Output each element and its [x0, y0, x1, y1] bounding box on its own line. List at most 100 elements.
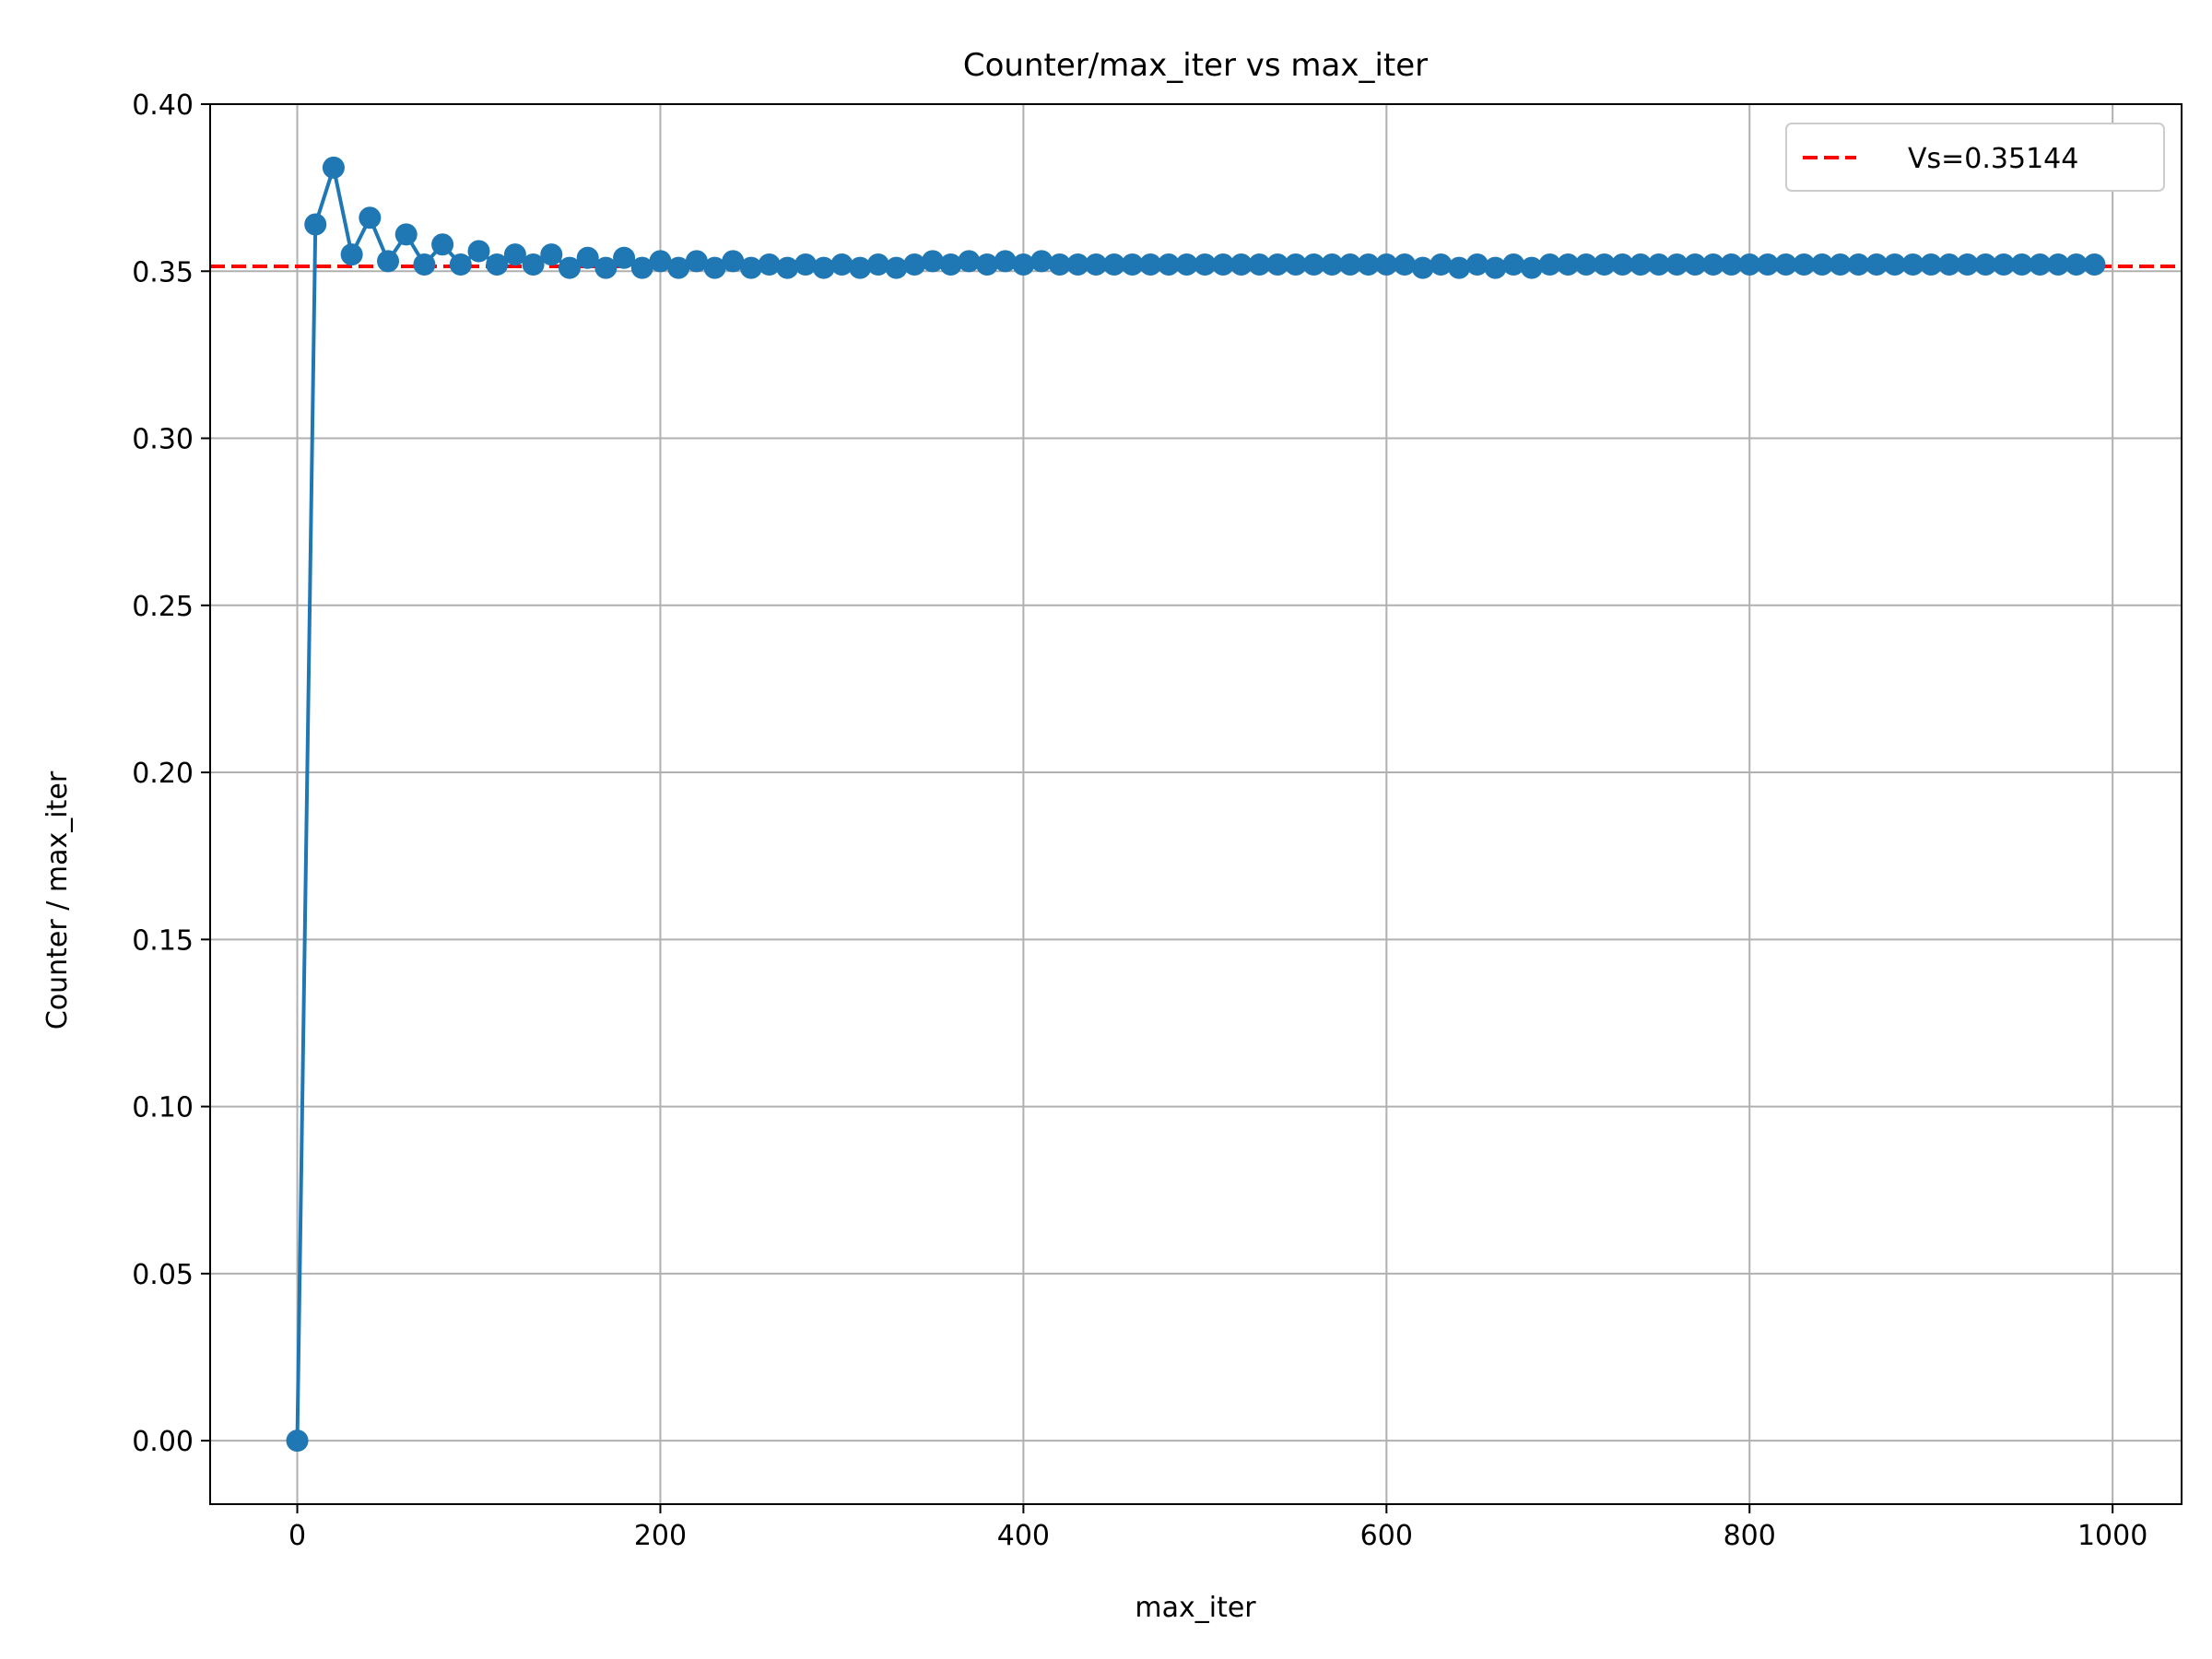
x-axis-ticks: 0 200 400 600 800 1000: [288, 1504, 2147, 1552]
data-point: [1611, 253, 1634, 276]
data-point: [1048, 253, 1071, 276]
data-point: [394, 223, 418, 246]
data-point: [1194, 253, 1217, 276]
legend-box: [1785, 123, 2165, 192]
x-tick-label: 0: [288, 1520, 306, 1552]
legend: Vs=0.35144: [1785, 123, 2165, 192]
data-point: [449, 253, 472, 276]
data-point: [1121, 253, 1144, 276]
data-point: [1774, 253, 1797, 276]
data-point: [431, 233, 454, 256]
data-point: [522, 253, 545, 276]
data-point: [1865, 253, 1888, 276]
data-point: [1992, 253, 2015, 276]
data-point: [739, 256, 762, 279]
data-point: [1720, 253, 1743, 276]
plot-frame: [209, 103, 2183, 1505]
data-point: [1448, 256, 1471, 279]
data-point: [685, 250, 708, 273]
data-point: [649, 250, 672, 273]
data-point: [1394, 253, 1417, 276]
data-point: [885, 256, 908, 279]
data-point: [1684, 253, 1707, 276]
data-point: [2047, 253, 2070, 276]
data-point: [576, 246, 599, 269]
y-axis-label: Counter / max_iter: [41, 771, 74, 1030]
data-point: [613, 246, 636, 269]
data-point: [1701, 253, 1724, 276]
data-point: [1484, 256, 1507, 279]
data-point: [812, 256, 835, 279]
data-point: [1520, 256, 1543, 279]
data-point: [2010, 253, 2033, 276]
data-point: [1630, 253, 1653, 276]
data-point: [1321, 253, 1344, 276]
data-point: [1212, 253, 1235, 276]
data-point: [758, 253, 781, 276]
data-point: [1157, 253, 1180, 276]
data-point: [1829, 253, 1852, 276]
data-point: [975, 253, 998, 276]
data-point: [486, 253, 509, 276]
data-point: [1793, 253, 1816, 276]
y-tick-label: 0.05: [132, 1259, 194, 1291]
data-point: [776, 256, 799, 279]
data-point: [958, 250, 981, 273]
data-point: [703, 256, 726, 279]
data-point: [1937, 253, 1960, 276]
x-tick-label: 600: [1360, 1520, 1413, 1552]
data-point: [322, 156, 345, 179]
data-point: [794, 253, 818, 276]
data-point: [1502, 253, 1525, 276]
data-point: [2029, 253, 2052, 276]
y-tick-label: 0.10: [132, 1092, 194, 1124]
data-point: [1066, 253, 1089, 276]
data-point: [1175, 253, 1198, 276]
data-point: [903, 253, 926, 276]
data-point: [1557, 253, 1580, 276]
data-point: [994, 250, 1017, 273]
data-point: [1357, 253, 1380, 276]
data-point: [939, 253, 962, 276]
data-point: [1430, 253, 1453, 276]
data-point: [1266, 253, 1289, 276]
y-tick-label: 0.30: [132, 424, 194, 456]
data-point: [1411, 256, 1434, 279]
data-point: [1538, 253, 1561, 276]
y-axis-ticks: 0.00 0.05 0.10 0.15 0.20 0.25 0.30 0.35 0.40: [132, 89, 210, 1458]
data-point: [1574, 253, 1597, 276]
data-point: [1756, 253, 1779, 276]
y-tick-label: 0.40: [132, 89, 194, 122]
data-point: [1102, 253, 1125, 276]
data-point: [340, 243, 363, 266]
data-point: [1920, 253, 1943, 276]
data-point: [1665, 253, 1688, 276]
data-point: [359, 206, 382, 229]
data-point: [377, 250, 400, 273]
legend-entry-label: Vs=0.35144: [1908, 143, 2078, 175]
data-point: [1847, 253, 1870, 276]
data-point: [1738, 253, 1761, 276]
series-layer: [286, 156, 2106, 1453]
data-point: [722, 250, 745, 273]
data-point: [866, 253, 889, 276]
y-tick-label: 0.25: [132, 591, 194, 623]
data-point: [540, 243, 563, 266]
data-point: [921, 250, 944, 273]
y-tick-label: 0.35: [132, 256, 194, 288]
data-point: [830, 253, 853, 276]
data-point: [1956, 253, 1979, 276]
data-point: [1811, 253, 1834, 276]
chart-title: Counter/max_iter vs max_iter: [963, 47, 1428, 84]
data-point: [1302, 253, 1325, 276]
x-tick-label: 1000: [2077, 1520, 2147, 1552]
data-point: [2065, 253, 2088, 276]
x-tick-label: 200: [634, 1520, 687, 1552]
data-point: [503, 243, 526, 266]
data-point: [304, 213, 327, 236]
data-point: [1465, 253, 1488, 276]
data-point: [1230, 253, 1253, 276]
x-tick-label: 400: [997, 1520, 1050, 1552]
data-point: [286, 1430, 309, 1453]
